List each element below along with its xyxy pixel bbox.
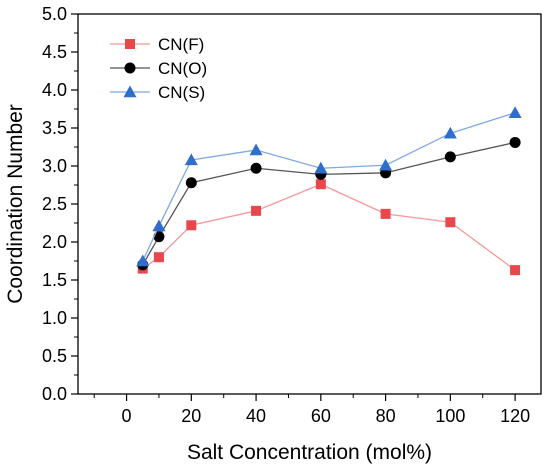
x-axis: 0 20 40 60 80 100 120 [93,394,530,426]
y-tick-label: 5.0 [42,4,67,24]
x-axis-title: Salt Concentration (mol%) [187,441,432,464]
data-point-cnf [186,220,197,231]
data-point-cns [508,106,522,118]
y-axis-title: Coordination Number [4,104,27,304]
x-tick-label: 0 [122,406,132,426]
y-tick-label: 0.5 [42,346,67,366]
legend-marker [124,62,136,74]
y-tick-label: 3.0 [42,156,67,176]
y-tick-label: 1.0 [42,308,67,328]
x-tick-label: 80 [376,406,396,426]
y-tick-label: 2.5 [42,194,67,214]
legend-item-cnf: CN(F) [110,35,204,54]
data-point-cns [443,126,457,139]
legend-item-cns: CN(S) [110,83,205,102]
data-point-cno [509,136,521,148]
x-tick-label: 20 [181,406,201,426]
series-line-cno [142,141,516,266]
y-tick-label: 0.0 [42,384,67,404]
data-point-cno [444,151,456,163]
data-point-cns [152,219,166,232]
y-tick-label: 2.0 [42,232,67,252]
data-point-cnf [445,217,456,228]
y-tick-label: 3.5 [42,118,67,138]
x-tick-label: 60 [311,406,331,426]
series-cnf [137,179,521,276]
plot-frame [77,13,542,395]
data-point-cnf [380,208,391,219]
y-axis: 0.0 0.5 1.0 1.5 2.0 2.5 3.0 3.5 4.0 4.5 5.0 [42,4,78,404]
legend-label: CN(F) [158,35,204,54]
legend-item-cno: CN(O) [110,59,207,78]
x-tick-label: 120 [500,406,530,426]
data-point-cnf [153,252,164,263]
legend-marker [123,85,137,98]
x-tick-label: 40 [246,406,266,426]
y-tick-label: 1.5 [42,270,67,290]
legend-marker [125,39,135,49]
data-point-cnf [315,179,326,190]
data-point-cnf [251,205,262,216]
y-tick-label: 4.5 [42,42,67,62]
data-point-cns [314,161,328,174]
x-tick-label: 100 [435,406,465,426]
data-point-cns [136,254,150,267]
data-point-cnf [510,265,521,276]
data-point-cno [250,162,262,174]
data-point-cns [249,143,263,156]
data-point-cno [185,177,197,189]
y-tick-label: 4.0 [42,80,67,100]
legend: CN(F) CN(O) CN(S) [110,35,207,102]
data-point-cns [184,153,198,166]
data-point-cns [379,158,393,171]
data-point-cno [153,231,165,243]
series-line-cns [142,112,516,262]
series-line-cnf [142,183,516,271]
series-cno [137,136,521,271]
legend-label: CN(O) [158,59,207,78]
series-cns [136,106,522,267]
legend-label: CN(S) [158,83,205,102]
